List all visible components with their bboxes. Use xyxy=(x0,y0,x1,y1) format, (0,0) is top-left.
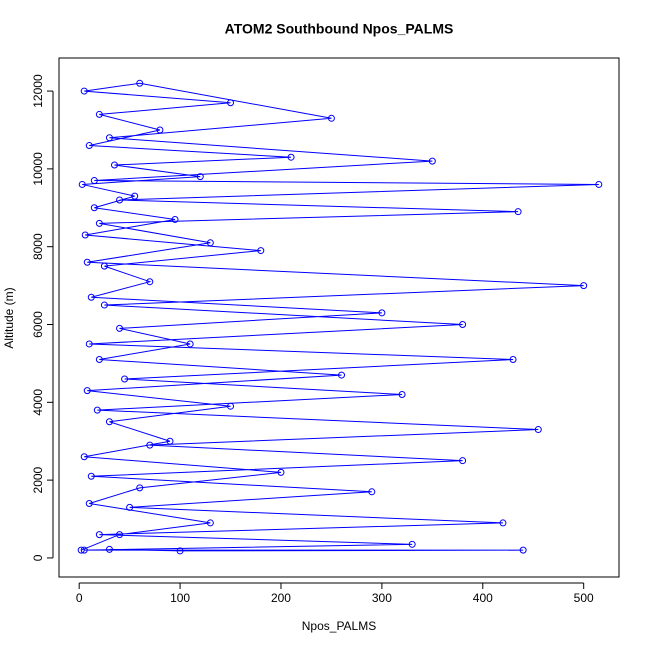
data-point xyxy=(428,157,436,165)
data-point xyxy=(90,204,98,212)
data-point xyxy=(77,546,85,554)
data-line xyxy=(81,82,599,552)
chart-title: ATOM2 Southbound Npos_PALMS xyxy=(225,21,454,37)
data-point xyxy=(459,457,467,465)
data-point xyxy=(95,356,103,364)
data-point xyxy=(196,173,204,181)
x-tick-label: 200 xyxy=(271,591,291,605)
data-point xyxy=(83,387,91,395)
data-point xyxy=(85,340,93,348)
data-point xyxy=(206,519,214,527)
data-point xyxy=(78,180,86,188)
data-point xyxy=(514,208,522,216)
data-point xyxy=(105,545,113,553)
data-point xyxy=(499,519,507,527)
data-point xyxy=(519,546,527,554)
x-tick-label: 500 xyxy=(574,591,594,605)
data-point xyxy=(85,499,93,507)
data-point xyxy=(116,531,124,539)
data-point xyxy=(95,531,103,539)
y-tick-label: 2000 xyxy=(31,466,45,493)
data-point xyxy=(580,282,588,290)
y-tick-label: 4000 xyxy=(31,389,45,416)
data-point xyxy=(166,437,174,445)
data-point xyxy=(105,418,113,426)
data-point xyxy=(80,87,88,95)
y-tick-label: 12000 xyxy=(31,74,45,108)
data-point xyxy=(136,79,144,87)
data-point xyxy=(176,547,184,555)
data-point xyxy=(338,371,346,379)
data-point xyxy=(131,192,139,200)
data-point xyxy=(509,356,517,364)
data-point xyxy=(146,278,154,286)
data-point xyxy=(87,293,95,301)
data-point xyxy=(81,231,89,239)
data-point xyxy=(595,180,603,188)
x-tick-label: 100 xyxy=(170,591,190,605)
data-point xyxy=(116,324,124,332)
data-point xyxy=(459,321,467,329)
data-point xyxy=(121,375,129,383)
y-tick-label: 0 xyxy=(31,554,45,561)
x-tick-label: 0 xyxy=(76,591,83,605)
data-point xyxy=(534,426,542,434)
data-point xyxy=(287,153,295,161)
data-point xyxy=(100,301,108,309)
data-point xyxy=(100,262,108,270)
y-tick-label: 8000 xyxy=(31,233,45,260)
y-tick-label: 6000 xyxy=(31,311,45,338)
data-point xyxy=(398,391,406,399)
data-point xyxy=(93,406,101,414)
data-point xyxy=(87,472,95,480)
data-point xyxy=(90,177,98,185)
data-point xyxy=(327,114,335,122)
data-point xyxy=(227,402,235,410)
x-tick-label: 400 xyxy=(473,591,493,605)
data-point xyxy=(227,99,235,107)
data-point xyxy=(368,488,376,496)
data-point xyxy=(95,110,103,118)
data-point xyxy=(171,215,179,223)
data-point xyxy=(85,142,93,150)
x-tick-label: 300 xyxy=(372,591,392,605)
data-point xyxy=(277,468,285,476)
data-point xyxy=(80,546,88,554)
data-point xyxy=(83,258,91,266)
data-point xyxy=(110,161,118,169)
data-point xyxy=(126,503,134,511)
data-point xyxy=(116,196,124,204)
data-point xyxy=(136,484,144,492)
data-point xyxy=(105,134,113,142)
data-point xyxy=(378,309,386,317)
y-axis-label: Altitude (m) xyxy=(2,287,16,348)
data-point xyxy=(186,340,194,348)
y-tick-label: 10000 xyxy=(31,152,45,186)
data-point xyxy=(146,441,154,449)
plot-frame xyxy=(58,57,620,578)
data-point xyxy=(408,540,416,548)
data-point xyxy=(206,239,214,247)
data-point xyxy=(80,453,88,461)
x-axis-label: Npos_PALMS xyxy=(302,619,376,633)
data-point xyxy=(95,219,103,227)
data-point xyxy=(156,126,164,134)
data-point xyxy=(257,247,265,255)
